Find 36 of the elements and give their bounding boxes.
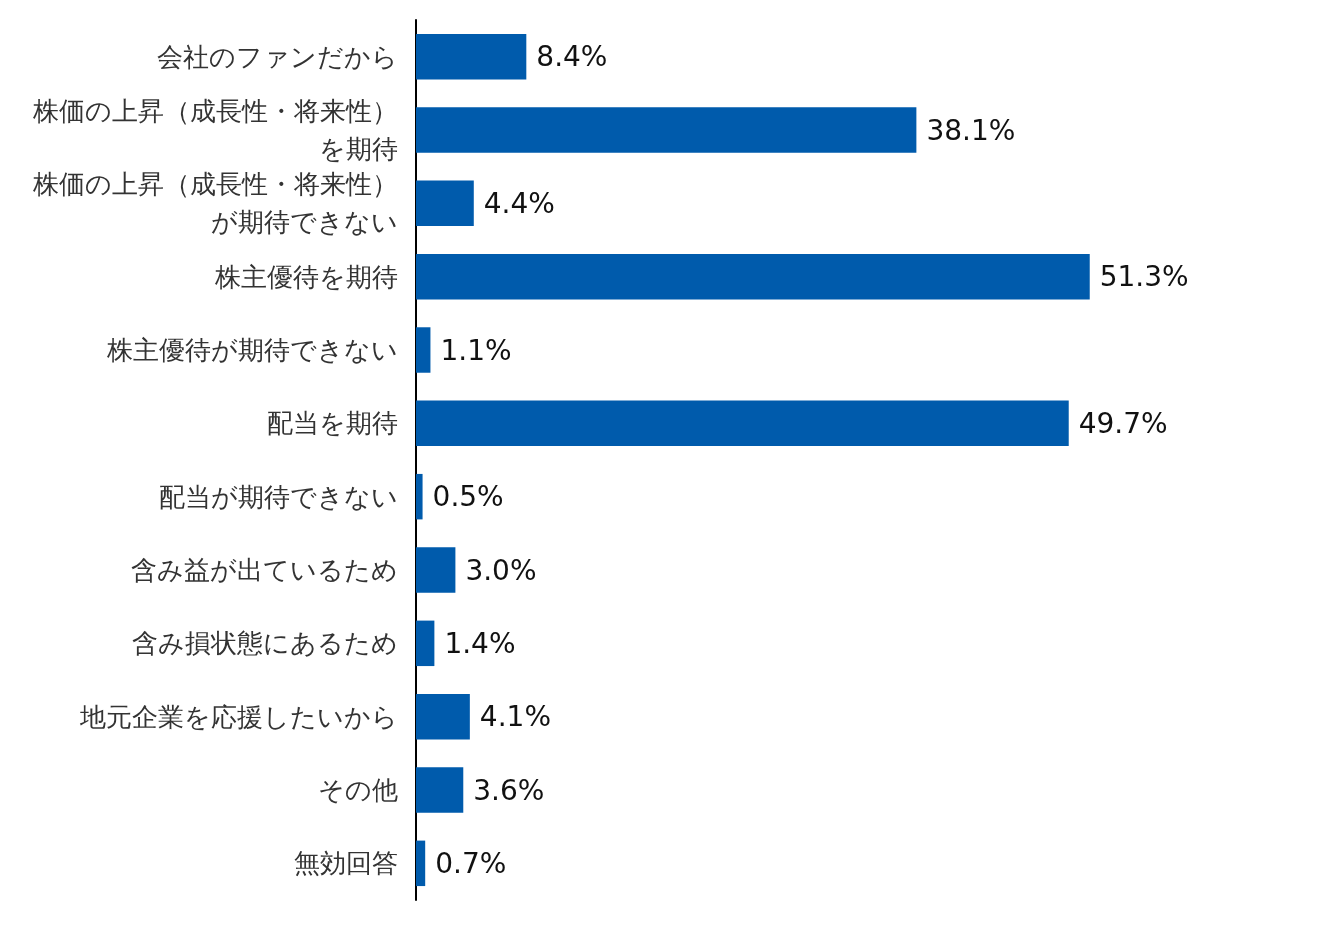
y-tick-label: 株価の上昇（成長性・将来性）を期待 bbox=[32, 96, 398, 164]
data-label: 38.1% bbox=[926, 113, 1016, 147]
bar bbox=[416, 767, 464, 813]
y-tick-label: 含み損状態にあるため bbox=[132, 628, 398, 659]
bar bbox=[416, 400, 1069, 447]
data-label: 8.4% bbox=[536, 40, 608, 74]
y-tick-label: 含み益が出ているため bbox=[131, 555, 398, 585]
bar bbox=[416, 547, 456, 593]
bar bbox=[416, 473, 423, 520]
data-label: 1.1% bbox=[440, 333, 512, 367]
y-tick-label: 地元企業を応援したいから bbox=[79, 701, 398, 732]
data-label: 51.3% bbox=[1099, 260, 1189, 294]
bar bbox=[416, 620, 435, 667]
y-tick-label: 配当が期待できない bbox=[159, 481, 398, 512]
bar bbox=[416, 180, 474, 227]
y-tick-label: 会社のファンだから bbox=[157, 41, 398, 72]
y-tick-label: 株主優待を期待 bbox=[214, 261, 398, 292]
bar bbox=[416, 33, 527, 80]
y-tick-label: 株主優待が期待できない bbox=[106, 335, 398, 365]
y-tick-label: 無効回答 bbox=[294, 848, 398, 879]
data-label: 4.4% bbox=[483, 186, 555, 220]
data-label: 1.4% bbox=[444, 626, 516, 660]
data-label: 0.5% bbox=[432, 480, 504, 514]
bar bbox=[416, 693, 470, 740]
bar bbox=[416, 327, 431, 373]
y-tick-label: 株価の上昇（成長性・将来性）が期待できない bbox=[32, 169, 398, 238]
data-label: 4.1% bbox=[479, 700, 551, 734]
bar bbox=[416, 107, 917, 153]
data-label: 3.6% bbox=[473, 773, 545, 807]
bar bbox=[416, 840, 426, 887]
y-tick-label: その他 bbox=[318, 775, 398, 805]
bar bbox=[416, 253, 1090, 300]
data-label: 3.0% bbox=[465, 553, 537, 587]
y-tick-label: 配当を期待 bbox=[267, 408, 398, 439]
data-label: 49.7% bbox=[1078, 406, 1168, 440]
data-label: 0.7% bbox=[435, 846, 507, 880]
